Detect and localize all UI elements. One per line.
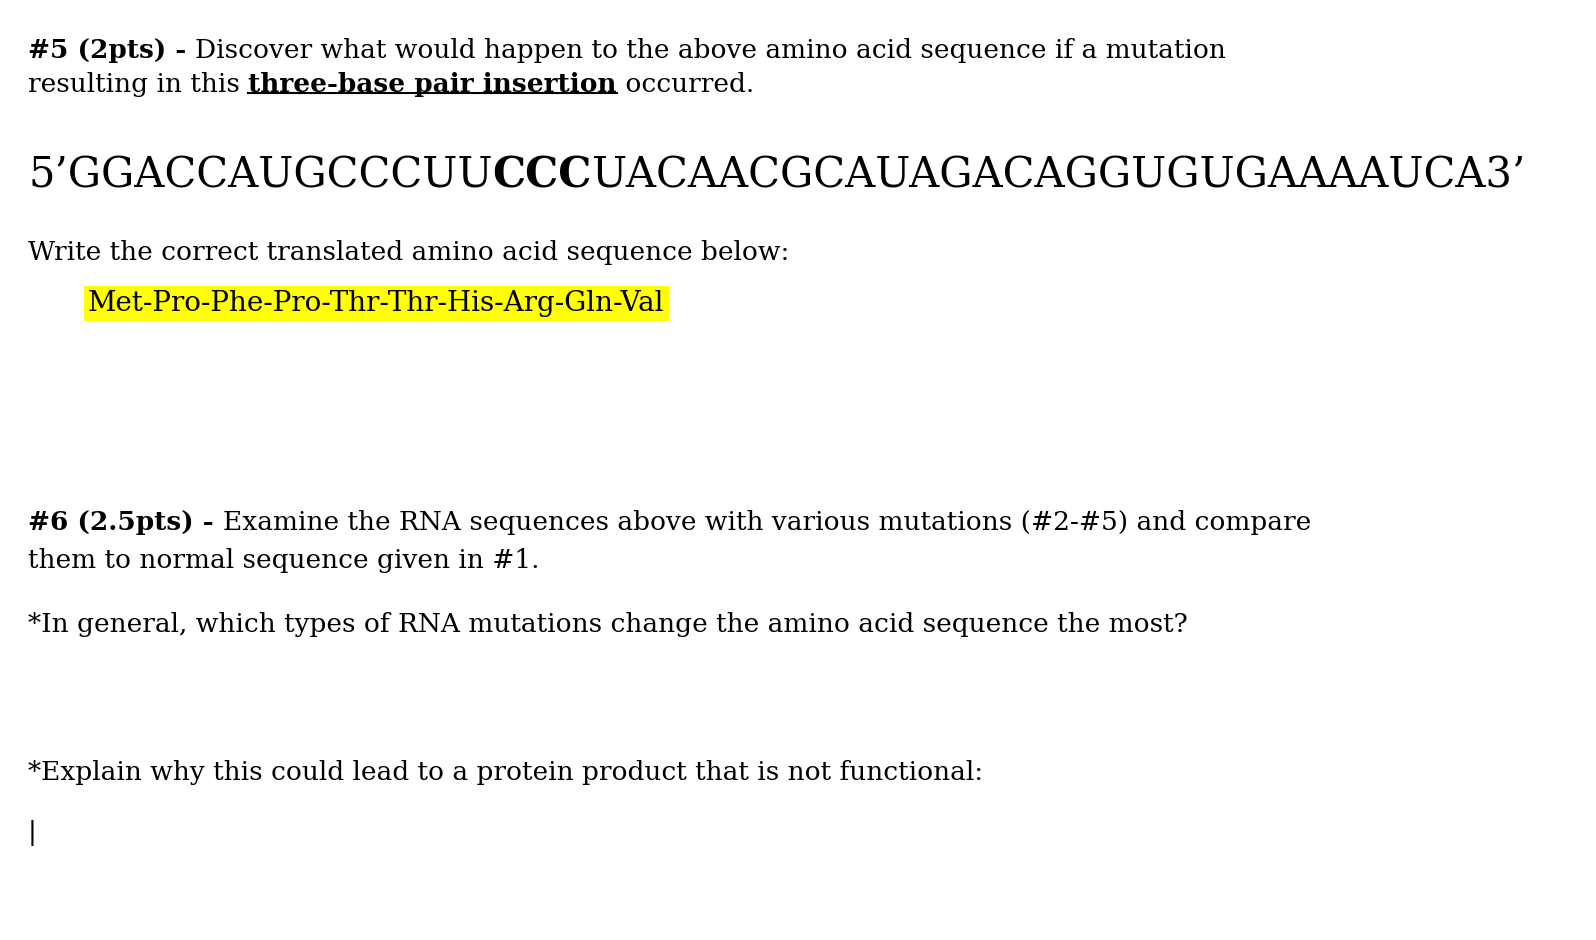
Text: |: |	[29, 820, 37, 846]
Text: Write the correct translated amino acid sequence below:: Write the correct translated amino acid …	[29, 240, 790, 265]
Text: *In general, which types of RNA mutations change the amino acid sequence the mos: *In general, which types of RNA mutation…	[29, 612, 1187, 637]
Text: 5’GGACCAUGCCCUU: 5’GGACCAUGCCCUU	[29, 155, 493, 197]
Text: *Explain why this could lead to a protein product that is not functional:: *Explain why this could lead to a protei…	[29, 760, 983, 785]
Text: resulting in this: resulting in this	[29, 72, 249, 97]
Text: #5 (2pts) -: #5 (2pts) -	[29, 38, 195, 63]
Text: Met-Pro-Phe-Pro-Thr-Thr-His-Arg-Gln-Val: Met-Pro-Phe-Pro-Thr-Thr-His-Arg-Gln-Val	[88, 290, 664, 317]
Text: three-base pair insertion: three-base pair insertion	[249, 72, 616, 97]
Text: CCC: CCC	[493, 155, 592, 197]
Text: occurred.: occurred.	[616, 72, 753, 97]
Text: #6 (2.5pts) -: #6 (2.5pts) -	[29, 510, 223, 535]
Text: Examine the RNA sequences above with various mutations (#2-#5) and compare: Examine the RNA sequences above with var…	[223, 510, 1310, 535]
Text: them to normal sequence given in #1.: them to normal sequence given in #1.	[29, 548, 539, 573]
Text: UACAACGCAUAGACAGGUGUGAAAAUCA3’: UACAACGCAUAGACAGGUGUGAAAAUCA3’	[592, 155, 1526, 197]
Text: Discover what would happen to the above amino acid sequence if a mutation: Discover what would happen to the above …	[195, 38, 1226, 63]
